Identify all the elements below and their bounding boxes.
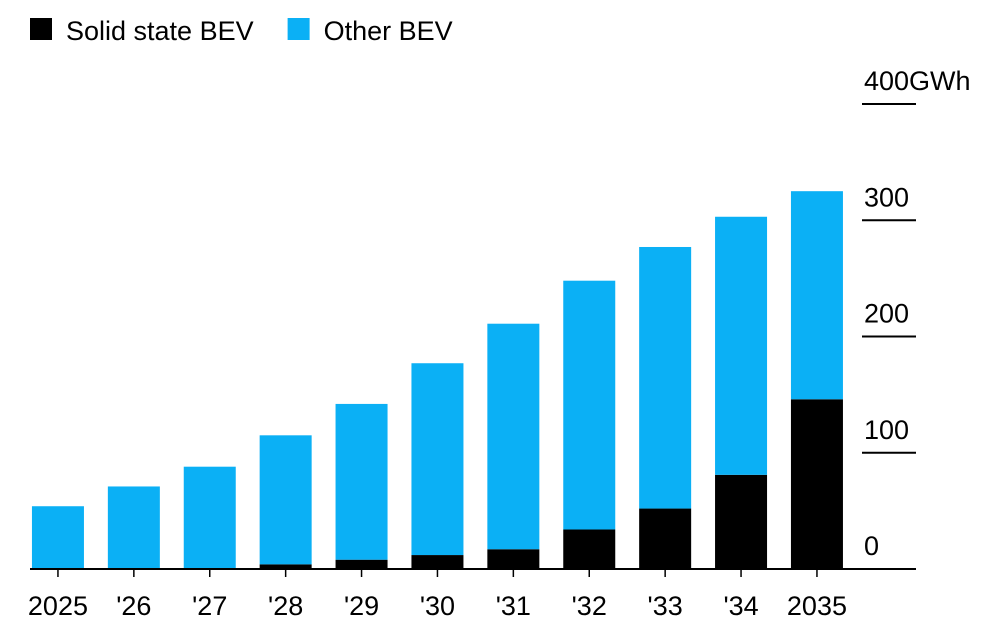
bar-segment	[487, 323, 540, 550]
bar-segment	[563, 529, 616, 569]
bar-segment	[259, 435, 312, 565]
x-tick-label: '30	[420, 591, 455, 618]
x-tick-label: '32	[572, 591, 607, 618]
x-tick-label: '27	[192, 591, 227, 618]
y-tick-label: 200	[864, 299, 909, 329]
bar-segment	[790, 191, 843, 400]
bar-segment	[563, 280, 616, 530]
legend-swatch	[287, 18, 310, 40]
bar-segment	[335, 559, 388, 569]
x-tick-label: 2025	[28, 591, 88, 618]
x-tick-label: '34	[723, 591, 758, 618]
bar-segment	[107, 486, 160, 569]
bar-segment	[790, 399, 843, 569]
x-tick-label: '26	[116, 591, 151, 618]
x-tick-label: '29	[344, 591, 379, 618]
legend-swatch	[30, 18, 52, 40]
x-tick-label: '31	[496, 591, 531, 618]
y-tick-label: 0	[864, 531, 879, 561]
x-tick-label: '33	[648, 591, 683, 618]
bar-segment	[31, 506, 84, 569]
bar-segment	[639, 508, 692, 569]
y-tick-label: 100	[864, 415, 909, 445]
y-tick-label: 300	[864, 182, 909, 212]
legend-label: Solid state BEV	[66, 16, 254, 46]
bar-segment	[411, 555, 464, 569]
bar-segment	[639, 246, 692, 509]
bar-segment	[335, 403, 388, 560]
legend-label: Other BEV	[324, 16, 453, 46]
bar-segment	[487, 549, 540, 569]
x-tick-label: '28	[268, 591, 303, 618]
x-tick-label: 2035	[787, 591, 847, 618]
bar-segment	[715, 216, 768, 475]
bar-segment	[715, 474, 768, 569]
y-tick-label: 400GWh	[864, 66, 971, 96]
bar-segment	[411, 363, 464, 556]
bar-segment	[183, 466, 236, 569]
bar-segment	[259, 564, 312, 569]
